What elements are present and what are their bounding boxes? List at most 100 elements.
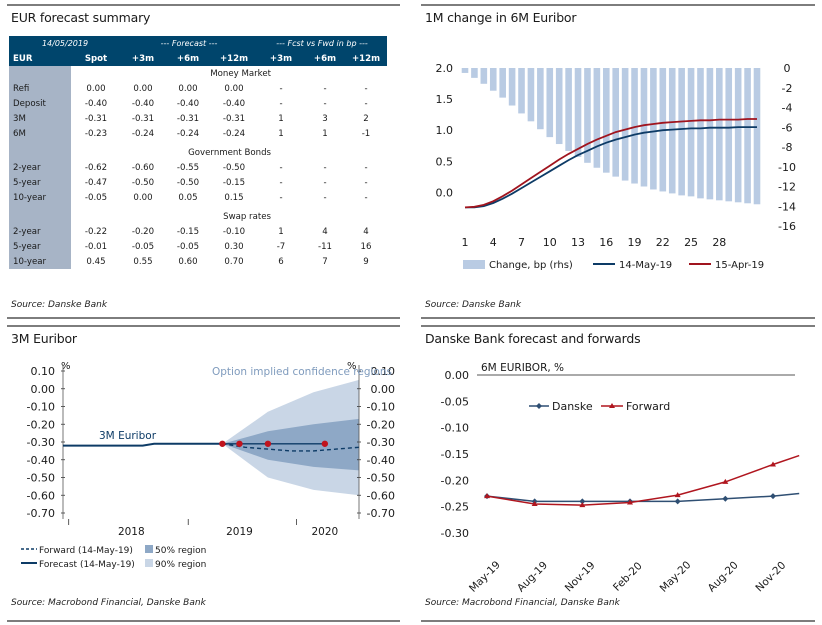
table-cell: 0.00 (224, 83, 244, 94)
table-cell: -0.01 (84, 241, 108, 252)
table-cell: -0.22 (84, 226, 108, 237)
change-bar (537, 68, 544, 130)
row-label-cell (9, 209, 71, 224)
y-left-tick-label: -0.70 (27, 507, 55, 520)
legend-swatch-bars (463, 260, 485, 269)
change-bar (650, 68, 657, 190)
col-header: +6m (305, 51, 345, 66)
table-cell: -0.23 (84, 128, 108, 139)
table-cell: -0.15 (176, 226, 200, 237)
table-row: 2-year -0.22 -0.20 -0.15 -0.10 1 4 4 (9, 224, 387, 239)
table-source: Source: Danske Bank (11, 300, 108, 310)
forecast-table: 14/05/2019 --- Forecast --- --- Fcst vs … (9, 36, 387, 269)
table-cell: - (364, 177, 368, 188)
change-bar (499, 68, 506, 98)
legend-swatch-90 (145, 559, 153, 567)
table-cell: - (279, 192, 283, 203)
row-label-cell (9, 145, 71, 160)
x-tick-label: Nov-20 (753, 559, 788, 594)
table-cell: 3 (322, 113, 328, 124)
chart1-title: 1M change in 6M Euribor (425, 10, 577, 25)
table-cell: - (323, 83, 327, 94)
x-tick-label: Aug-20 (706, 559, 741, 594)
y-right-tick-label: -12 (778, 181, 796, 194)
y-right-tick-label: -16 (778, 220, 796, 233)
danske-marker (579, 498, 586, 505)
y-right-tick-label: -0.20 (367, 418, 395, 431)
table-row: 3M -0.31 -0.31 -0.31 -0.31 1 3 2 (9, 111, 387, 126)
table-cell: -11 (317, 241, 333, 252)
table-cell: -0.40 (84, 98, 108, 109)
table-cell: 9 (363, 256, 369, 267)
y-left-tick-label: 0.0 (436, 186, 454, 199)
change-bar (565, 68, 572, 151)
section-spacer (257, 145, 387, 160)
x-tick-label: 25 (684, 236, 698, 249)
table-row: 10-year 0.45 0.55 0.60 0.70 6 7 9 (9, 254, 387, 269)
change-bar (593, 68, 601, 168)
change-bar (518, 68, 525, 114)
x-tick-label: 19 (628, 236, 642, 249)
col-header: +12m (345, 51, 387, 66)
y-right-tick-label: -0.10 (367, 401, 395, 414)
y-left-tick-label: 0.5 (436, 155, 454, 168)
series-line-1 (465, 126, 757, 209)
table-cell: - (323, 177, 327, 188)
table-cell: -0.50 (131, 177, 155, 188)
y-unit-left: % (61, 361, 71, 372)
table-cell: -0.15 (222, 177, 246, 188)
change-bar (678, 68, 685, 196)
table-cell: - (364, 162, 368, 173)
history-line (63, 442, 223, 447)
danske-marker (674, 498, 681, 505)
section-spacer (257, 66, 387, 81)
table-cell: 6 (278, 256, 284, 267)
table-gap-row (9, 205, 387, 209)
row-label: 5-year (9, 239, 71, 254)
x-tick-label: 16 (599, 236, 613, 249)
change-bar (471, 68, 478, 78)
table-cell: -0.10 (222, 226, 246, 237)
table-date: 14/05/2019 (9, 36, 121, 51)
change-bar (461, 68, 469, 73)
forward-marker (484, 493, 490, 499)
forward-marker (579, 502, 586, 508)
table-cell: 16 (360, 241, 372, 252)
table-cell: 4 (322, 226, 328, 237)
table-cell: 1 (278, 113, 284, 124)
table-cell: 0.05 (178, 192, 198, 203)
table-cell: -0.47 (84, 177, 108, 188)
change-bar (527, 68, 535, 122)
change-bar (508, 68, 516, 106)
danske-marker (722, 495, 729, 502)
x-tick-label: 28 (712, 236, 726, 249)
x-tick-label: 2018 (118, 526, 145, 538)
table-cell: 0.15 (224, 192, 244, 203)
table-cell: -0.24 (131, 128, 155, 139)
chart1-source: Source: Danske Bank (425, 300, 522, 310)
table-gap-row (9, 141, 387, 145)
y-left-tick-label: 1.5 (436, 93, 454, 106)
forward-marker (627, 499, 633, 505)
row-label: 6M (9, 126, 71, 141)
change-bar (612, 68, 620, 177)
row-label: 10-year (9, 190, 71, 205)
y-right-tick-label: 0 (784, 62, 791, 75)
x-tick-label: May-20 (658, 559, 694, 595)
forecast-point (236, 440, 243, 447)
chart1-svg: 2.0 1.5 1.0 0.5 0.0 0 -2 -4 -6 -8 -10 -12 -14 -16 1 4 7 1… (436, 62, 796, 271)
table-cell: 0.00 (178, 83, 198, 94)
section-title: Swap rates (223, 211, 271, 222)
chart1-panel: 1M change in 6M Euribor 2.0 1.5 1.0 0.5 0.0 0… (421, 4, 815, 319)
row-label: 5-year (9, 175, 71, 190)
y-left-tick-label: 0.10 (31, 365, 56, 378)
table-cell: 4 (363, 226, 369, 237)
x-tick-label: 1 (462, 236, 469, 249)
forecast-point (219, 440, 226, 447)
section-spacer: Government Bonds (71, 145, 271, 160)
table-cell: -0.40 (176, 98, 200, 109)
legend-marker-forward (609, 403, 615, 408)
x-tick-label: 22 (656, 236, 670, 249)
change-bar (725, 68, 733, 202)
forward-marker (674, 492, 681, 498)
